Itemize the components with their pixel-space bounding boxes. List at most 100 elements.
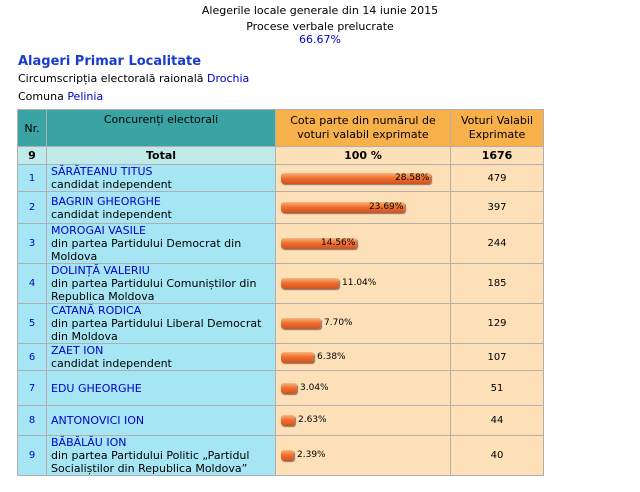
row-number: 4 — [17, 263, 47, 304]
table-row: 2 BAGRIN GHEORGHE candidat independent 23.6… — [17, 191, 544, 224]
header-candidates: Concurenți electorali — [46, 109, 276, 147]
candidate-name-link[interactable]: ZAET ION — [51, 344, 104, 357]
vote-share-bar — [281, 318, 321, 329]
candidate-party: din partea Partidului Liberal Democrat d… — [51, 317, 262, 343]
candidate-cell: EDU GHEORGHE — [46, 370, 276, 406]
commune-link[interactable]: Pelinia — [67, 90, 104, 103]
header-votes: Voturi Valabil Exprimate — [450, 109, 544, 147]
vote-share-bar — [281, 450, 294, 461]
circumscription-line: Circumscripția electorală raională Droch… — [18, 72, 249, 85]
votes-cell: 129 — [450, 303, 544, 344]
votes-cell: 40 — [450, 435, 544, 476]
share-cell: 6.38% — [275, 343, 451, 371]
row-number: 6 — [17, 343, 47, 371]
candidate-party: din partea Partidului Comuniștilor din R… — [51, 277, 257, 303]
candidate-name-link[interactable]: MOROGAI VASILE — [51, 224, 146, 237]
share-cell: 2.39% — [275, 435, 451, 476]
table-row: 1 SĂRĂTEANU TITUS candidat independent 28.5… — [17, 164, 544, 192]
vote-share-label: 28.58% — [395, 172, 430, 183]
candidate-cell: ANTONOVICI ION — [46, 405, 276, 436]
processed-percent: 66.67% — [299, 33, 341, 46]
vote-share-label: 2.63% — [298, 415, 327, 425]
vote-share-bar — [281, 382, 297, 394]
table-row: 9 BĂBĂLĂU ION din partea Partidului Politi… — [17, 435, 544, 476]
votes-cell: 44 — [450, 405, 544, 436]
results-table: Nr. Concurenți electorali Cota parte din… — [17, 109, 544, 476]
candidate-name-link[interactable]: CATANĂ RODICA — [51, 304, 142, 317]
vote-share-bar — [281, 415, 295, 426]
vote-share-label: 7.70% — [324, 318, 353, 328]
share-cell: 11.04% — [275, 263, 451, 304]
header-share: Cota parte din numărul de voturi valabil… — [275, 109, 451, 147]
table-row: 8 ANTONOVICI ION 2.63% 44 — [17, 405, 544, 436]
election-title: Alegerile locale generale din 14 iunie 2… — [201, 4, 439, 17]
processed-label: Procese verbale prelucrate — [246, 20, 394, 33]
share-cell: 23.69% — [275, 191, 451, 224]
vote-share-bar — [281, 351, 314, 363]
votes-cell: 479 — [450, 164, 544, 192]
total-share: 100 % — [275, 146, 451, 165]
total-row: 9 Total 100 % 1676 — [17, 146, 544, 165]
votes-cell: 185 — [450, 263, 544, 304]
row-number: 8 — [17, 405, 47, 436]
share-cell: 2.63% — [275, 405, 451, 436]
candidate-party: candidat independent — [51, 207, 172, 221]
candidate-cell: BAGRIN GHEORGHE candidat independent — [46, 191, 276, 224]
total-label: Total — [46, 146, 276, 165]
row-number: 1 — [17, 164, 47, 192]
candidate-cell: ZAET ION candidat independent — [46, 343, 276, 371]
total-nr: 9 — [17, 146, 47, 165]
candidate-cell: CATANĂ RODICA din partea Partidului Liber… — [46, 303, 276, 344]
table-row: 6 ZAET ION candidat independent 6.38% 107 — [17, 343, 544, 371]
table-row: 7 EDU GHEORGHE 3.04% 51 — [17, 370, 544, 406]
share-cell: 3.04% — [275, 370, 451, 406]
vote-share-bar — [281, 202, 405, 213]
candidate-party: candidat independent — [51, 178, 172, 191]
row-number: 5 — [17, 303, 47, 344]
total-votes: 1676 — [450, 146, 544, 165]
row-number: 2 — [17, 191, 47, 224]
circumscription-link[interactable]: Drochia — [207, 72, 250, 85]
candidate-name-link[interactable]: BAGRIN GHEORGHE — [51, 194, 161, 208]
commune-line: Comuna Pelinia — [18, 90, 103, 103]
candidate-cell: BĂBĂLĂU ION din partea Partidului Politic… — [46, 435, 276, 476]
candidate-cell: DOLINȚĂ VALERIU din partea Partidului Com… — [46, 263, 276, 304]
table-row: 5 CATANĂ RODICA din partea Partidului Libe… — [17, 303, 544, 344]
row-number: 9 — [17, 435, 47, 476]
candidate-name-link[interactable]: BĂBĂLĂU ION — [51, 436, 127, 449]
candidate-party: din partea Partidului Politic „Partidul … — [51, 449, 250, 475]
row-number: 3 — [17, 223, 47, 264]
share-cell: 7.70% — [275, 303, 451, 344]
share-cell: 14.56% — [275, 223, 451, 264]
candidate-cell: SĂRĂTEANU TITUS candidat independent — [46, 164, 276, 192]
votes-cell: 107 — [450, 343, 544, 371]
votes-cell: 51 — [450, 370, 544, 406]
table-row: 4 DOLINȚĂ VALERIU din partea Partidului Co… — [17, 263, 544, 304]
vote-share-label: 6.38% — [317, 351, 346, 362]
votes-cell: 244 — [450, 223, 544, 264]
candidate-name-link[interactable]: DOLINȚĂ VALERIU — [51, 264, 150, 277]
vote-share-label: 14.56% — [321, 238, 356, 248]
candidate-name-link[interactable]: EDU GHEORGHE — [51, 381, 142, 395]
candidate-party: candidat independent — [51, 357, 172, 370]
vote-share-bar — [281, 172, 431, 184]
table-header-row: Nr. Concurenți electorali Cota parte din… — [17, 109, 544, 147]
vote-share-bar — [281, 238, 357, 249]
vote-share-label: 23.69% — [369, 202, 404, 212]
vote-share-label: 3.04% — [300, 382, 329, 393]
vote-share-label: 11.04% — [342, 278, 377, 288]
circumscription-label: Circumscripția electorală raională — [18, 72, 204, 85]
candidate-cell: MOROGAI VASILE din partea Partidului Demo… — [46, 223, 276, 264]
commune-label: Comuna — [18, 90, 64, 103]
row-number: 7 — [17, 370, 47, 406]
vote-share-label: 2.39% — [297, 450, 326, 460]
share-cell: 28.58% — [275, 164, 451, 192]
candidate-name-link[interactable]: SĂRĂTEANU TITUS — [51, 165, 153, 178]
header-nr: Nr. — [17, 109, 47, 147]
candidate-party: din partea Partidului Democrat din Moldo… — [51, 237, 242, 263]
candidate-name-link[interactable]: ANTONOVICI ION — [51, 414, 145, 427]
table-row: 3 MOROGAI VASILE din partea Partidului Dem… — [17, 223, 544, 264]
vote-share-bar — [281, 278, 339, 289]
section-title: Alageri Primar Localitate — [18, 54, 202, 69]
votes-cell: 397 — [450, 191, 544, 224]
